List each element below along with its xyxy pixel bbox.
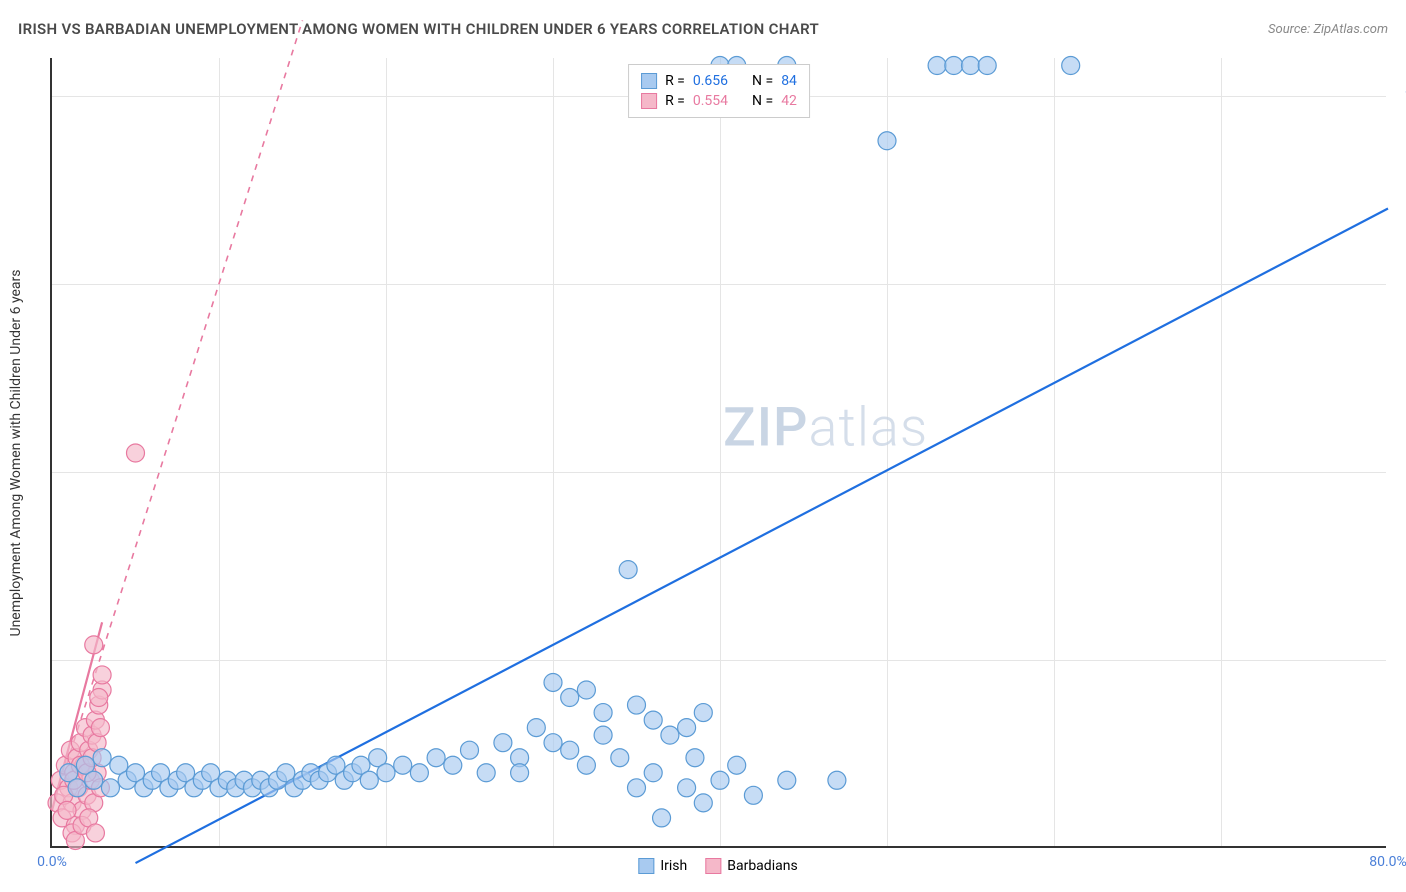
r-value-irish: 0.656: [693, 73, 728, 89]
data-point-barbadians: [58, 801, 76, 819]
data-point-irish: [360, 771, 378, 789]
n-prefix: N =: [752, 93, 773, 109]
y-axis-label: Unemployment Among Women with Children U…: [8, 269, 24, 636]
source-value: ZipAtlas.com: [1313, 22, 1388, 37]
data-point-irish: [577, 756, 595, 774]
chart-header: IRISH VS BARBADIAN UNEMPLOYMENT AMONG WO…: [18, 20, 1388, 38]
data-point-irish: [544, 734, 562, 752]
data-point-barbadians: [91, 719, 109, 737]
data-point-barbadians: [90, 689, 108, 707]
data-point-irish: [410, 764, 428, 782]
data-point-irish: [928, 57, 946, 75]
legend-row-barbadians: R = 0.554 N = 42: [641, 91, 797, 111]
data-point-irish: [711, 771, 729, 789]
data-point-barbadians: [86, 824, 104, 842]
correlation-legend: R = 0.656 N = 84 R = 0.554 N = 42: [628, 64, 810, 118]
trend-line: [52, 20, 303, 810]
source-label: Source:: [1268, 22, 1310, 37]
data-point-irish: [594, 704, 612, 722]
legend-label-barbadians: Barbadians: [727, 858, 797, 874]
legend-swatch-barbadians: [641, 93, 657, 109]
data-point-irish: [778, 771, 796, 789]
legend-swatch-irish-bottom: [638, 858, 654, 874]
data-point-irish: [828, 771, 846, 789]
data-point-irish: [594, 726, 612, 744]
legend-item-irish: Irish: [638, 858, 687, 874]
data-point-irish: [561, 741, 579, 759]
legend-label-irish: Irish: [660, 858, 687, 874]
r-value-barbadians: 0.554: [693, 93, 728, 109]
data-point-irish: [694, 704, 712, 722]
data-point-irish: [511, 764, 529, 782]
chart-title: IRISH VS BARBADIAN UNEMPLOYMENT AMONG WO…: [18, 20, 819, 38]
data-point-irish: [1062, 57, 1080, 75]
n-prefix: N =: [752, 73, 773, 89]
data-point-irish: [644, 764, 662, 782]
data-point-irish: [653, 809, 671, 827]
data-point-irish: [678, 779, 696, 797]
data-point-irish: [978, 57, 996, 75]
legend-swatch-irish: [641, 73, 657, 89]
data-point-irish: [544, 673, 562, 691]
data-point-barbadians: [85, 636, 103, 654]
data-point-irish: [561, 689, 579, 707]
legend-row-irish: R = 0.656 N = 84: [641, 71, 797, 91]
data-point-irish: [962, 57, 980, 75]
data-point-irish: [577, 681, 595, 699]
plot-area: ZIPatlas R = 0.656 N = 84 R = 0.554 N = …: [50, 58, 1386, 848]
data-point-irish: [644, 711, 662, 729]
r-prefix: R =: [665, 93, 685, 109]
source-attribution: Source: ZipAtlas.com: [1268, 22, 1388, 37]
data-point-irish: [945, 57, 963, 75]
legend-swatch-barbadians-bottom: [705, 858, 721, 874]
series-legend: Irish Barbadians: [638, 858, 797, 874]
data-point-irish: [744, 786, 762, 804]
chart-container: Unemployment Among Women with Children U…: [50, 58, 1386, 848]
plot-svg: [52, 58, 1388, 848]
data-point-irish: [661, 726, 679, 744]
r-prefix: R =: [665, 73, 685, 89]
n-value-barbadians: 42: [781, 93, 797, 109]
data-point-irish: [461, 741, 479, 759]
legend-item-barbadians: Barbadians: [705, 858, 797, 874]
data-point-irish: [728, 756, 746, 774]
x-tick-label: 0.0%: [37, 854, 67, 870]
data-point-irish: [68, 779, 86, 797]
data-point-irish: [619, 561, 637, 579]
data-point-irish: [377, 764, 395, 782]
data-point-irish: [611, 749, 629, 767]
data-point-irish: [93, 749, 111, 767]
data-point-irish: [878, 132, 896, 150]
n-value-irish: 84: [781, 73, 797, 89]
data-point-irish: [394, 756, 412, 774]
data-point-irish: [101, 779, 119, 797]
data-point-irish: [444, 756, 462, 774]
data-point-irish: [694, 794, 712, 812]
data-point-barbadians: [93, 666, 111, 684]
data-point-barbadians: [127, 444, 145, 462]
data-point-irish: [686, 749, 704, 767]
data-point-irish: [628, 696, 646, 714]
data-point-irish: [527, 719, 545, 737]
data-point-irish: [427, 749, 445, 767]
data-point-irish: [628, 779, 646, 797]
data-point-irish: [678, 719, 696, 737]
data-point-irish: [477, 764, 495, 782]
data-point-irish: [85, 771, 103, 789]
data-point-irish: [494, 734, 512, 752]
x-tick-label: 80.0%: [1369, 854, 1406, 870]
